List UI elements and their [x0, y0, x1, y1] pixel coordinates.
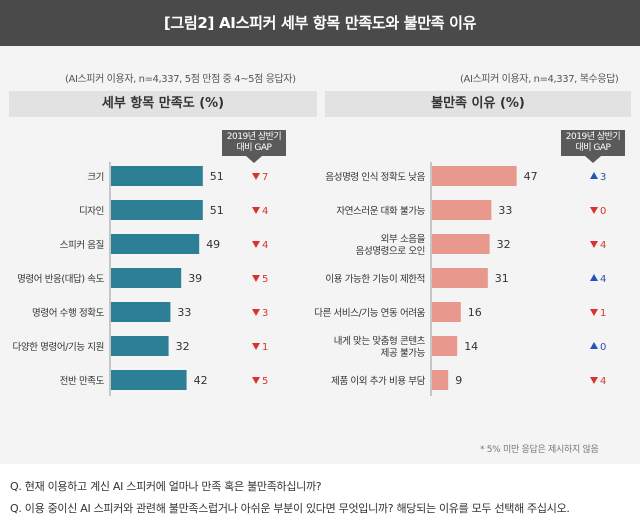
left-bar — [111, 234, 200, 254]
right-category-label: 다른 서비스/기능 연동 어려움 — [314, 307, 425, 319]
triangle-down-icon — [252, 207, 260, 214]
left-gap-value: 7 — [262, 172, 268, 183]
left-gap-header: 2019년 상반기 대비 GAP — [222, 130, 286, 163]
right-sample-note: (AI스피커 이용자, n=4,337, 복수응답) — [460, 74, 619, 85]
right-bar-value-label: 47 — [524, 170, 538, 183]
triangle-down-icon — [252, 377, 260, 384]
left-category-label: 명령어 반응(대답) 속도 — [17, 273, 105, 285]
left-bar-value-label: 33 — [177, 306, 191, 319]
left-category-label: 다양한 명령어/기능 지원 — [13, 341, 104, 353]
right-bar — [432, 268, 488, 288]
left-gap-value: 1 — [262, 342, 268, 353]
right-bar-value-label: 16 — [468, 306, 482, 319]
right-bar-value-label: 9 — [455, 374, 462, 387]
title-bar — [0, 0, 640, 46]
triangle-down-icon — [252, 275, 260, 282]
right-bar — [432, 302, 461, 322]
right-category-label: 외부 소음을 — [381, 233, 426, 245]
right-gap-header: 2019년 상반기 대비 GAP — [561, 130, 625, 163]
left-category-label: 명령어 수행 정확도 — [32, 307, 105, 319]
right-gap-value: 4 — [600, 240, 606, 251]
left-category-label: 스피커 음질 — [60, 239, 104, 251]
triangle-down-icon — [252, 343, 260, 350]
left-bar — [111, 302, 171, 322]
right-gap-value: 0 — [600, 342, 606, 353]
right-category-label: 내게 맞는 맞춤형 콘텐츠 — [334, 335, 426, 347]
left-category-label: 크기 — [87, 172, 104, 183]
left-bar-value-label: 51 — [210, 170, 224, 183]
question-1: Q. 현재 이용하고 계신 AI 스피커에 얼마나 만족 혹은 불만족하십니까? — [10, 480, 322, 493]
left-bar-value-label: 51 — [210, 204, 224, 217]
left-gap-value: 4 — [262, 206, 268, 217]
figure-title: [그림2] AI스피커 세부 항목 만족도와 불만족 이유 — [163, 14, 477, 32]
left-bar — [111, 370, 187, 390]
left-bar — [111, 200, 203, 220]
left-category-label: 디자인 — [79, 206, 104, 217]
right-category-label: 음성명령 인식 정확도 낮음 — [325, 171, 425, 183]
triangle-down-icon — [590, 377, 598, 384]
right-bar — [432, 234, 490, 254]
left-bar — [111, 268, 182, 288]
left-bar — [111, 166, 203, 186]
right-bar-value-label: 31 — [495, 272, 509, 285]
triangle-down-icon — [252, 173, 260, 180]
right-category-label: 자연스러운 대화 불가능 — [336, 206, 425, 217]
right-bar-value-label: 33 — [498, 204, 512, 217]
left-bar-value-label: 32 — [176, 340, 190, 353]
left-gap-value: 4 — [262, 240, 268, 251]
right-bar — [432, 336, 458, 356]
right-chart-title: 불만족 이유 (%) — [325, 91, 631, 117]
right-gap-value: 1 — [600, 308, 606, 319]
right-gap-value: 4 — [600, 376, 606, 387]
left-chart-title: 세부 항목 만족도 (%) — [9, 91, 317, 117]
right-bar — [432, 166, 517, 186]
triangle-down-icon — [252, 241, 260, 248]
left-bar — [111, 336, 169, 356]
triangle-up-icon — [590, 172, 598, 179]
right-category-label: 제품 이외 추가 비용 부담 — [331, 375, 426, 387]
right-bar — [432, 370, 449, 390]
right-category-label: 제공 불가능 — [381, 348, 426, 359]
right-gap-header-line1: 2019년 상반기 — [565, 132, 621, 142]
right-gap-value: 4 — [600, 274, 606, 285]
triangle-down-icon — [590, 241, 598, 248]
left-sample-note: (AI스피커 이용자, n=4,337, 5점 만점 중 4~5점 응답자) — [65, 74, 296, 85]
triangle-up-icon — [590, 274, 598, 281]
right-bar-value-label: 32 — [497, 238, 511, 251]
left-bar-value-label: 49 — [206, 238, 220, 251]
left-category-label: 전반 만족도 — [60, 376, 105, 387]
right-category-label: 이용 가능한 기능이 제한적 — [325, 273, 425, 285]
left-gap-value: 3 — [262, 308, 268, 319]
left-gap-value: 5 — [262, 376, 268, 387]
left-bar-value-label: 39 — [188, 272, 202, 285]
right-bar — [432, 200, 492, 220]
triangle-down-icon — [252, 309, 260, 316]
right-gap-value: 0 — [600, 206, 606, 217]
left-gap-value: 5 — [262, 274, 268, 285]
triangle-down-icon — [590, 309, 598, 316]
right-gap-header-line2: 대비 GAP — [575, 143, 611, 153]
left-gap-header-line2: 대비 GAP — [236, 143, 272, 153]
triangle-down-icon — [590, 207, 598, 214]
left-bar-value-label: 42 — [194, 374, 208, 387]
right-bar-value-label: 14 — [464, 340, 478, 353]
triangle-up-icon — [590, 342, 598, 349]
footnote: * 5% 미만 응답은 제시하지 않음 — [480, 445, 599, 455]
question-2: Q. 이용 중이신 AI 스피커와 관련해 불만족스럽거나 아쉬운 부분이 있다… — [10, 502, 570, 515]
right-gap-value: 3 — [600, 172, 606, 183]
right-category-label: 음성명령으로 오인 — [356, 245, 425, 257]
left-gap-header-line1: 2019년 상반기 — [226, 132, 282, 142]
